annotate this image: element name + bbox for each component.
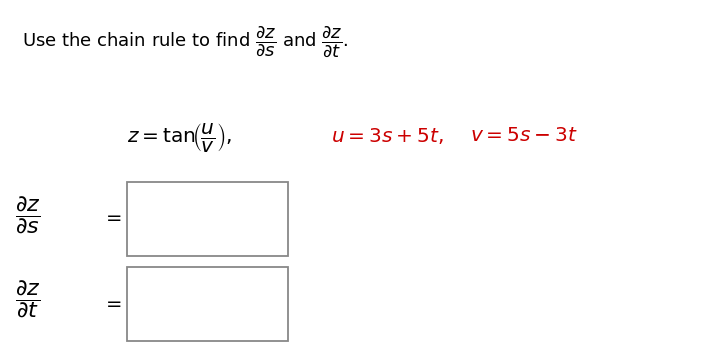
Text: $=$: $=$ <box>102 293 122 312</box>
Text: $u = 3s + 5t,$: $u = 3s + 5t,$ <box>331 126 444 146</box>
Text: $\dfrac{\partial z}{\partial t}$: $\dfrac{\partial z}{\partial t}$ <box>15 279 40 320</box>
Bar <box>127 267 288 341</box>
Text: $z = \mathrm{tan}\!\left(\dfrac{u}{v}\right),$: $z = \mathrm{tan}\!\left(\dfrac{u}{v}\ri… <box>127 121 232 154</box>
Text: $=$: $=$ <box>102 207 122 226</box>
Text: $v = 5s - 3t$: $v = 5s - 3t$ <box>470 126 577 146</box>
Text: $\dfrac{\partial z}{\partial s}$: $\dfrac{\partial z}{\partial s}$ <box>15 194 40 236</box>
Bar <box>127 182 288 256</box>
Text: Use the chain rule to find $\dfrac{\partial z}{\partial s}$ and $\dfrac{\partial: Use the chain rule to find $\dfrac{\part… <box>22 24 348 59</box>
